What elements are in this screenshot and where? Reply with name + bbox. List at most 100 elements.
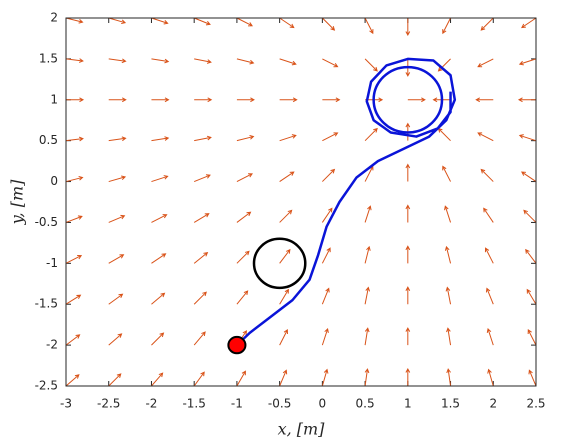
arrow <box>321 247 331 264</box>
arrow <box>279 329 288 346</box>
arrow <box>321 368 329 387</box>
arrow <box>65 255 83 264</box>
arrow <box>279 248 291 264</box>
arrow <box>151 58 170 64</box>
arrow <box>151 332 165 346</box>
arrow <box>407 97 426 103</box>
arrow <box>364 205 372 223</box>
arrow <box>364 286 371 305</box>
arrow <box>65 136 84 142</box>
arrow <box>364 368 370 387</box>
arrow <box>108 175 127 183</box>
arrow <box>364 127 378 142</box>
y-tick-label: 1 <box>50 92 58 106</box>
circle <box>372 65 444 134</box>
x-tick-label: -2 <box>145 397 157 411</box>
arrow <box>151 97 170 103</box>
arrow <box>364 58 378 72</box>
arrow <box>279 17 295 29</box>
arrow <box>521 171 537 182</box>
x-tick-label: -3 <box>60 397 72 411</box>
arrow <box>194 58 212 64</box>
arrow <box>518 58 537 66</box>
y-tick-label: -1.5 <box>35 297 58 311</box>
arrow <box>108 293 124 305</box>
x-axis-label: x, [m] <box>278 420 326 439</box>
arrow <box>279 58 297 66</box>
arrow <box>526 288 537 305</box>
arrow <box>65 215 83 223</box>
arrow <box>480 17 494 31</box>
arrow <box>444 205 452 223</box>
arrow <box>194 135 212 142</box>
arrow <box>364 327 370 346</box>
arrow <box>193 291 207 305</box>
x-tick-label: -0.5 <box>268 397 291 411</box>
plot-area <box>66 18 536 386</box>
arrow <box>108 214 126 223</box>
arrow <box>65 374 80 387</box>
y-tick-label: 1.5 <box>39 51 58 65</box>
arrow <box>405 286 411 305</box>
x-tick-label: 2 <box>489 397 497 411</box>
arrow <box>65 294 82 305</box>
arrow <box>446 368 452 387</box>
arrow <box>518 134 537 142</box>
arrow <box>65 58 84 63</box>
arrow <box>321 207 333 223</box>
arrow <box>446 327 452 346</box>
arrow <box>484 247 494 264</box>
arrow <box>151 17 169 25</box>
axes-frame <box>65 17 537 387</box>
arrow <box>445 286 452 305</box>
arrow <box>236 97 255 103</box>
arrow <box>193 17 211 26</box>
arrow <box>405 204 411 223</box>
arrow <box>236 173 253 183</box>
arrow <box>193 174 211 183</box>
x-tick-label: -1 <box>231 397 243 411</box>
arrow <box>321 327 329 346</box>
arrow <box>279 369 288 387</box>
arrow <box>236 250 250 264</box>
robot <box>227 335 247 355</box>
y-tick-label: -0.5 <box>35 215 58 229</box>
trajectory <box>236 57 457 347</box>
arrow <box>279 288 289 305</box>
y-tick-label: -2.5 <box>35 379 58 393</box>
arrow <box>405 163 411 182</box>
arrow <box>486 327 494 346</box>
arrow <box>193 251 209 264</box>
arrow <box>485 287 494 305</box>
arrow <box>322 97 341 103</box>
arrow <box>236 58 255 65</box>
arrow <box>65 334 81 346</box>
y-tick-label: -1 <box>46 256 58 270</box>
x-tick-label: 1.5 <box>441 397 460 411</box>
arrow <box>477 58 494 68</box>
arrow <box>66 97 85 103</box>
arrow <box>322 17 336 31</box>
arrow <box>193 371 205 387</box>
arrow <box>475 97 494 103</box>
arrow <box>364 17 374 35</box>
arrow <box>236 211 252 223</box>
arrow <box>108 17 127 25</box>
arrow <box>322 132 339 142</box>
arrow <box>151 372 164 387</box>
arrow <box>108 97 127 103</box>
arrow <box>523 209 537 223</box>
arrow <box>151 214 168 223</box>
arrow <box>322 168 336 182</box>
arrow <box>477 132 494 142</box>
arrow <box>442 17 451 35</box>
arrow <box>405 18 411 37</box>
arrow <box>65 17 84 24</box>
y-tick-label: 0 <box>50 174 58 188</box>
arrow <box>236 370 246 387</box>
arrow <box>108 373 122 387</box>
arrow <box>108 136 127 142</box>
arrow <box>442 165 451 182</box>
arrow <box>444 245 452 264</box>
